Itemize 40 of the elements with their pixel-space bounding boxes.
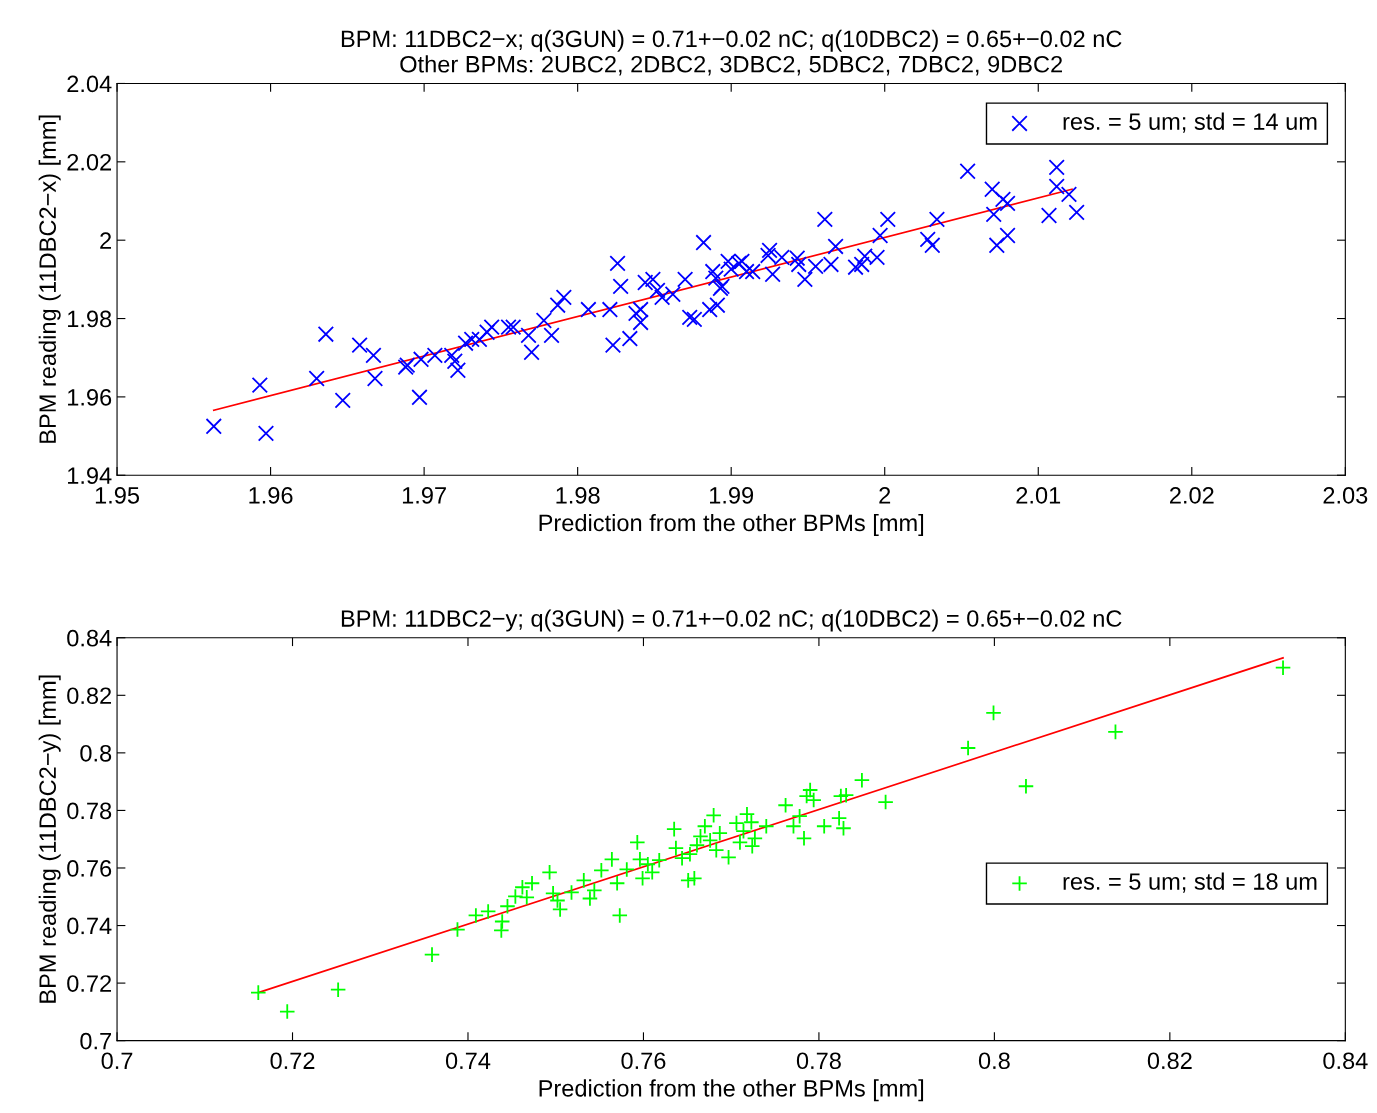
x-tick-label: 1.98	[556, 486, 600, 504]
x-tick-label: 0.74	[445, 1052, 491, 1070]
y-tick-label: 0.74	[67, 917, 112, 935]
y-tick-label: 2.02	[67, 153, 111, 171]
y-tick-label: 0.82	[67, 687, 111, 705]
x-tick-label: 0.7	[101, 1052, 133, 1070]
chart-title: BPM: 11DBC2−x; q(3GUN) = 0.71+−0.02 nC; q(10DBC2) = 0.65+−0.02 nC	[341, 29, 1122, 52]
x-tick-label: 0.72	[270, 1052, 315, 1070]
x-tick-label: 0.82	[1147, 1052, 1192, 1070]
y-tick-label: 1.96	[68, 388, 112, 406]
x-tick-label: 2.03	[1323, 486, 1368, 504]
x-axis-title: Prediction from the other BPMs [mm]	[539, 513, 924, 536]
y-tick-label: 0.84	[67, 629, 112, 647]
x-tick-label: 1.95	[95, 486, 140, 504]
y-tick-label: 0.7	[80, 1032, 111, 1050]
y-tick-label: 0.78	[67, 802, 112, 820]
legend-label: res. = 5 um; std = 14 um	[1063, 112, 1317, 133]
chart-title: BPM: 11DBC2−y; q(3GUN) = 0.71+−0.02 nC; q(10DBC2) = 0.65+−0.02 nC	[341, 609, 1122, 632]
chart-subtitle: Other BPMs: 2UBC2, 2DBC2, 3DBC2, 5DBC2, 7DBC2, 9DBC2	[400, 55, 1062, 76]
legend-label: res. = 5 um; std = 18 um	[1063, 872, 1317, 893]
y-tick-label: 1.98	[68, 310, 112, 328]
x-tick-label: 0.84	[1323, 1052, 1368, 1070]
x-tick-label: 0.78	[796, 1052, 841, 1070]
x-tick-label: 2.02	[1170, 486, 1214, 504]
x-tick-label: 1.96	[249, 486, 293, 504]
x-tick-label: 1.99	[710, 486, 754, 504]
y-tick-label: 0.76	[67, 860, 112, 877]
y-tick-label: 2	[100, 232, 111, 249]
x-tick-label: 2.01	[1016, 486, 1061, 504]
y-tick-label: 0.8	[80, 744, 112, 762]
x-tick-label: 1.97	[402, 486, 446, 504]
y-axis-title: BPM reading (11DBC2−y) [mm]	[38, 675, 61, 1003]
y-tick-label: 1.94	[68, 467, 112, 485]
y-tick-label: 2.04	[67, 75, 112, 93]
x-tick-label: 0.8	[978, 1052, 1010, 1070]
x-tick-label: 0.76	[621, 1052, 666, 1070]
x-axis-title: Prediction from the other BPMs [mm]	[539, 1079, 924, 1102]
y-tick-label: 0.72	[67, 975, 111, 992]
y-axis-title: BPM reading (11DBC2−x) [mm]	[38, 115, 61, 443]
x-tick-label: 2	[879, 486, 891, 504]
